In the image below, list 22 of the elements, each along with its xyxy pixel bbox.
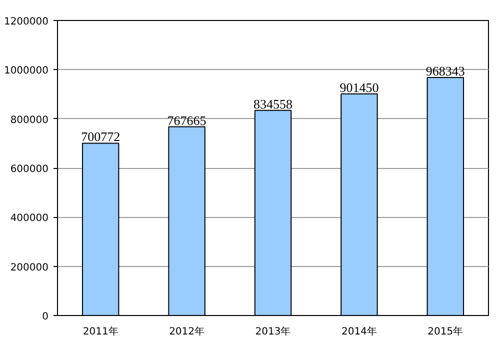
x-tick-label: 2014年 <box>341 326 377 338</box>
bar <box>168 126 206 316</box>
y-tick-label: 200000 <box>10 262 49 274</box>
y-tick-label: 800000 <box>10 114 49 126</box>
y-tick-label: 1200000 <box>4 16 49 28</box>
x-tick-label: 2012年 <box>169 326 205 338</box>
bar <box>254 110 292 316</box>
bar <box>340 93 378 316</box>
data-label: 767665 <box>167 112 206 128</box>
data-label: 834558 <box>254 96 292 112</box>
y-tick-label: 1000000 <box>4 66 49 77</box>
x-tick-label: 2015年 <box>428 326 464 338</box>
x-tick-label: 2013年 <box>255 326 291 338</box>
data-label: 968343 <box>426 63 465 78</box>
y-tick-label: 400000 <box>10 213 49 224</box>
data-label: 901450 <box>340 80 379 95</box>
y-tick-label: 0 <box>42 312 49 322</box>
data-label: 700772 <box>81 129 120 144</box>
x-tick-label: 2011年 <box>82 326 118 338</box>
bar <box>82 142 120 316</box>
y-tick-label: 600000 <box>10 164 49 175</box>
bar <box>426 76 464 316</box>
